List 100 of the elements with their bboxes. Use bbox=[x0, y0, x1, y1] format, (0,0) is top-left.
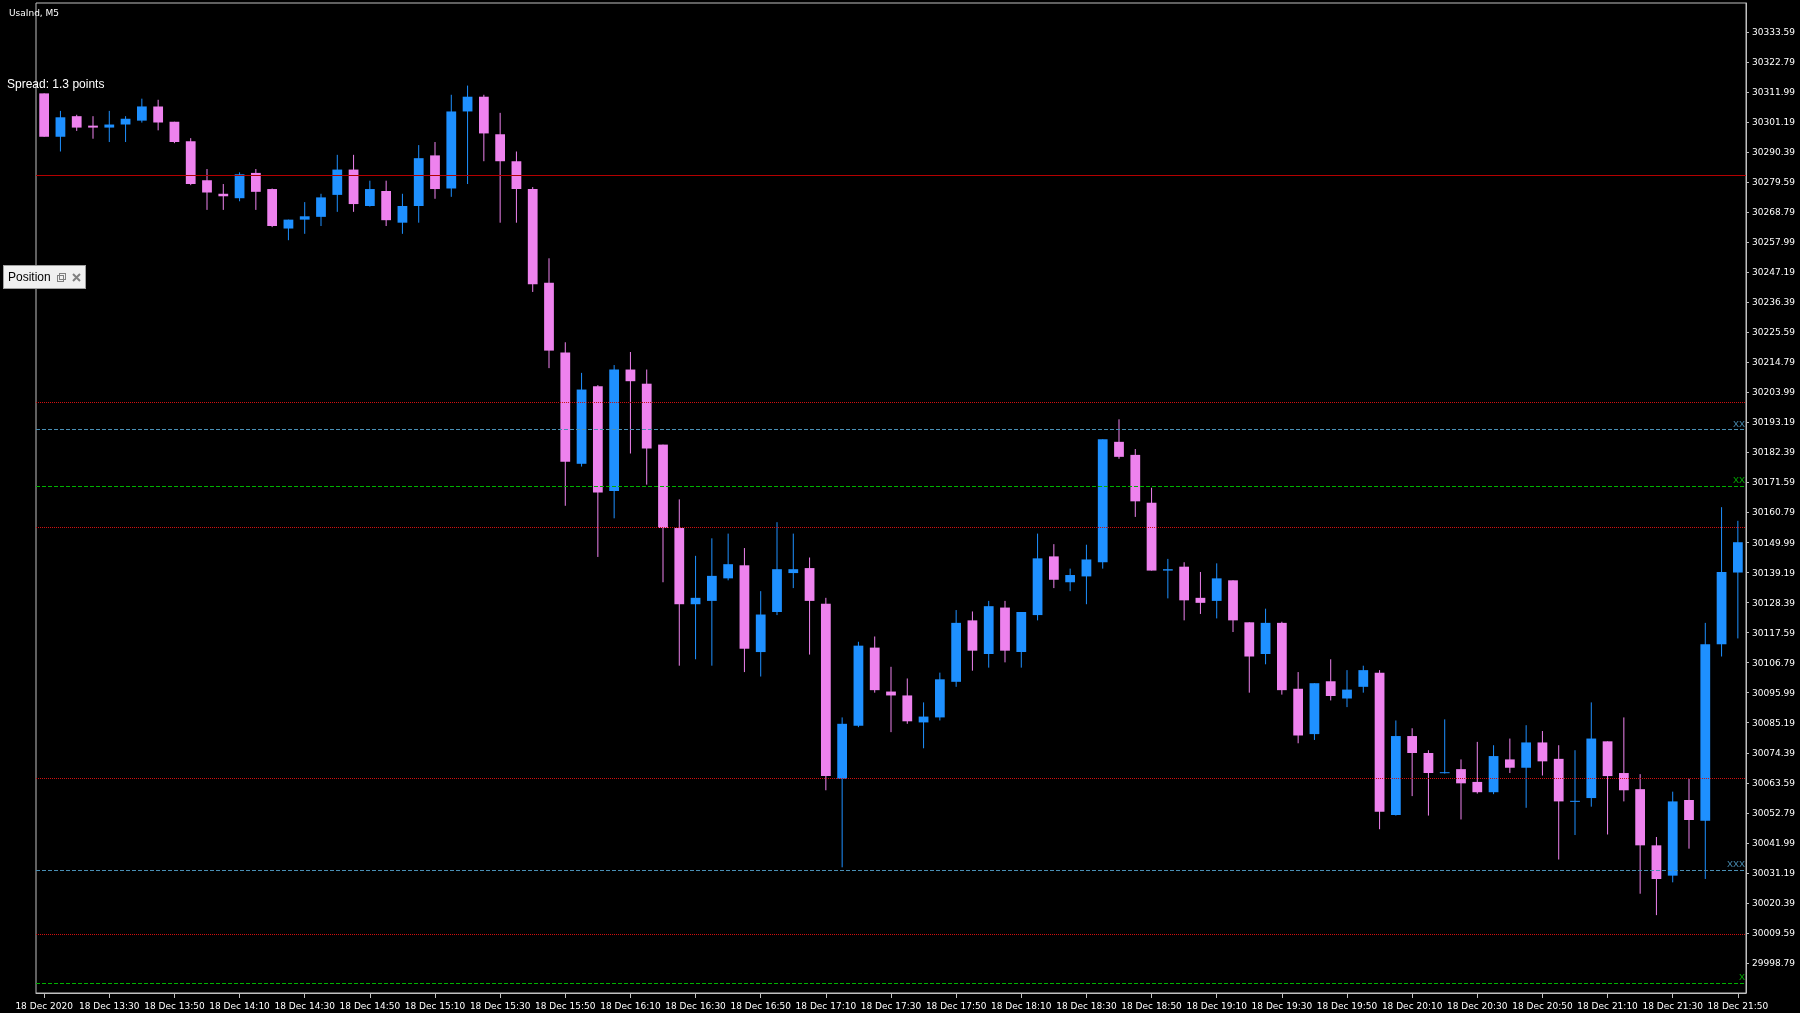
y-tick-label: 29998.79 bbox=[1752, 957, 1796, 968]
text: UsaInd, M5 bbox=[9, 7, 60, 18]
y-tick-label: 30085.19 bbox=[1752, 717, 1796, 728]
x-tick-label: 18 Dec 18:50 bbox=[1121, 1000, 1183, 1011]
x-tick-label: 18 Dec 17:30 bbox=[860, 1000, 922, 1011]
x-tick-label: 18 Dec 21:30 bbox=[1642, 1000, 1704, 1011]
candlestick bbox=[788, 533, 799, 589]
y-tick-label: 30128.39 bbox=[1752, 597, 1796, 608]
candlestick bbox=[1439, 718, 1450, 775]
ref-line-label: X bbox=[1738, 972, 1745, 983]
x-tick-label: 18 Dec 16:30 bbox=[665, 1000, 727, 1011]
candlestick bbox=[364, 180, 375, 208]
candlestick bbox=[1504, 738, 1515, 774]
candlestick bbox=[1407, 727, 1418, 797]
x-tick-label: 18 Dec 14:50 bbox=[339, 1000, 401, 1011]
ref-line-label: XX bbox=[1732, 419, 1745, 430]
y-tick-label: 30020.39 bbox=[1752, 897, 1796, 908]
x-tick-label: 18 Dec 15:50 bbox=[535, 1000, 596, 1011]
x-tick-label: 18 Dec 19:50 bbox=[1316, 1000, 1378, 1011]
y-tick-label: 30290.39 bbox=[1752, 147, 1796, 158]
y-tick-label: 30160.79 bbox=[1752, 507, 1796, 518]
candlestick bbox=[1048, 543, 1059, 589]
candlestick bbox=[1456, 758, 1466, 820]
y-tick-label: 30041.99 bbox=[1752, 837, 1796, 848]
candlestick bbox=[88, 115, 98, 140]
y-tick-label: 30214.79 bbox=[1752, 357, 1796, 368]
x-tick-label: 18 Dec 13:50 bbox=[144, 1000, 205, 1011]
x-tick-label: 18 Dec 15:30 bbox=[469, 1000, 531, 1011]
y-tick-label: 30225.59 bbox=[1752, 327, 1796, 338]
candlestick bbox=[1325, 658, 1336, 701]
y-tick-label: 30074.39 bbox=[1752, 747, 1796, 758]
x-tick-label: 18 Dec 19:10 bbox=[1186, 1000, 1248, 1011]
y-tick-label: 30106.79 bbox=[1752, 657, 1796, 668]
candlestick bbox=[1684, 778, 1694, 850]
y-tick-label: 30052.79 bbox=[1752, 807, 1796, 818]
x-tick-label: 18 Dec 2020 bbox=[15, 1000, 74, 1011]
candlestick bbox=[1342, 669, 1352, 708]
candlestick bbox=[55, 110, 66, 152]
candlestick bbox=[202, 168, 212, 211]
y-tick-label: 30149.99 bbox=[1752, 537, 1796, 548]
candlestick bbox=[1537, 730, 1548, 777]
y-tick-label: 30095.99 bbox=[1752, 687, 1796, 698]
x-tick-label: 18 Dec 20:10 bbox=[1381, 1000, 1443, 1011]
y-tick-label: 30063.59 bbox=[1752, 777, 1796, 788]
y-tick-label: 30193.19 bbox=[1752, 417, 1796, 428]
candlestick bbox=[153, 99, 164, 131]
y-tick-label: 30268.79 bbox=[1752, 207, 1796, 218]
candlestick bbox=[1570, 749, 1580, 836]
annotation: Position bbox=[8, 270, 51, 284]
candlestick bbox=[104, 110, 115, 143]
y-tick-label: 30009.59 bbox=[1752, 927, 1796, 938]
candlestick bbox=[250, 168, 261, 211]
x-tick-label: 18 Dec 17:10 bbox=[795, 1000, 857, 1011]
x-tick-label: 18 Dec 20:50 bbox=[1512, 1000, 1573, 1011]
y-tick-label: 30171.59 bbox=[1752, 477, 1796, 488]
candlestick bbox=[1114, 418, 1124, 460]
y-tick-label: 30182.39 bbox=[1752, 447, 1796, 458]
x-tick-label: 18 Dec 18:30 bbox=[1056, 1000, 1117, 1011]
candlestick bbox=[397, 193, 408, 235]
candlestick bbox=[316, 193, 326, 227]
candlestick bbox=[136, 98, 147, 124]
x-tick-label: 18 Dec 14:30 bbox=[274, 1000, 336, 1011]
y-tick-label: 30279.59 bbox=[1752, 177, 1796, 188]
candlestick bbox=[1162, 558, 1173, 599]
y-tick-label: 30031.19 bbox=[1752, 867, 1796, 878]
y-tick-label: 30322.79 bbox=[1752, 56, 1796, 67]
candlestick bbox=[1618, 716, 1629, 802]
y-tick-label: 30203.99 bbox=[1752, 387, 1796, 398]
ref-line-label: XX bbox=[1732, 475, 1745, 486]
x-tick-label: 18 Dec 21:10 bbox=[1577, 1000, 1639, 1011]
candlestick bbox=[1423, 749, 1434, 817]
x-tick-label: 18 Dec 14:10 bbox=[209, 1000, 271, 1011]
y-tick-label: 30236.39 bbox=[1752, 297, 1796, 308]
candlestick bbox=[1195, 571, 1206, 615]
candlestick bbox=[1472, 741, 1483, 795]
ref-line-label: XXX bbox=[1726, 859, 1745, 870]
candlestick bbox=[1081, 544, 1092, 605]
x-tick-label: 18 Dec 20:30 bbox=[1447, 1000, 1508, 1011]
y-tick-label: 30257.99 bbox=[1752, 237, 1796, 248]
x-tick-label: 18 Dec 16:50 bbox=[730, 1000, 792, 1011]
x-tick-label: 18 Dec 18:10 bbox=[991, 1000, 1052, 1011]
x-tick-label: 18 Dec 15:10 bbox=[404, 1000, 466, 1011]
candlestick bbox=[1065, 568, 1076, 592]
annotation: Spread: 1.3 points bbox=[7, 77, 105, 91]
candlestick bbox=[1211, 562, 1222, 619]
candlestick bbox=[1358, 665, 1369, 694]
x-tick-label: 18 Dec 19:30 bbox=[1251, 1000, 1313, 1011]
y-tick-label: 30117.59 bbox=[1752, 627, 1796, 638]
x-tick-label: 18 Dec 21:50 bbox=[1707, 1000, 1769, 1011]
position-panel: Position bbox=[3, 265, 86, 289]
y-tick-label: 30333.59 bbox=[1752, 26, 1796, 37]
x-tick-label: 18 Dec 13:30 bbox=[79, 1000, 140, 1011]
y-tick-label: 30247.19 bbox=[1752, 267, 1796, 278]
candlestick bbox=[299, 201, 310, 235]
y-tick-label: 30301.19 bbox=[1752, 117, 1796, 128]
y-tick-label: 30139.19 bbox=[1752, 567, 1796, 578]
candlestick bbox=[120, 115, 131, 143]
candlestick bbox=[723, 533, 734, 581]
x-tick-label: 18 Dec 17:50 bbox=[925, 1000, 987, 1011]
x-tick-label: 18 Dec 16:10 bbox=[600, 1000, 661, 1011]
